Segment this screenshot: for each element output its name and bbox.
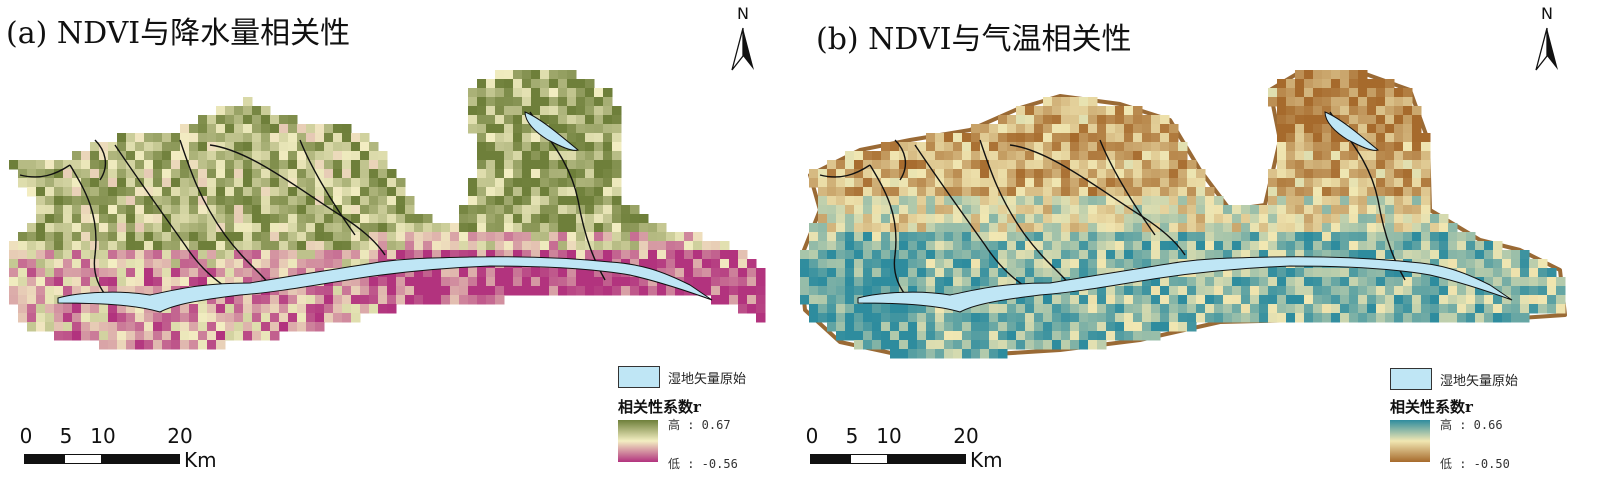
map-title-b: (b) NDVI与气温相关性 [816, 22, 1132, 57]
north-label: N [737, 4, 749, 23]
legend-low-label: 低 : -0.50 [1440, 457, 1510, 471]
wetland-swatch [618, 366, 660, 388]
correlation-map-b [800, 70, 1567, 359]
scale-segment [102, 454, 180, 464]
wetland-polygon [57, 111, 713, 313]
color-ramp [1390, 420, 1430, 462]
legend-high-label: 高 : 0.66 [1440, 418, 1503, 432]
scale-unit: Km [184, 448, 217, 472]
scale-segment [888, 454, 966, 464]
scale-tick: 10 [876, 424, 902, 448]
raster-cells [9, 70, 766, 350]
scale-tick: 0 [805, 424, 819, 448]
scale-tick: 5 [845, 424, 859, 448]
north-label: N [1541, 4, 1553, 23]
color-ramp [618, 420, 658, 462]
legend-title: 相关性系数r [1390, 398, 1473, 416]
scale-segment [810, 454, 850, 464]
scale-segment [64, 454, 102, 464]
legend-low-label: 低 : -0.56 [668, 457, 738, 471]
north-arrow-icon: N [1532, 4, 1562, 72]
wetland-polygon [857, 111, 1513, 313]
scale-tick: 20 [953, 424, 979, 448]
scale-unit: Km [970, 448, 1003, 472]
legend-high-label: 高 : 0.67 [668, 418, 731, 432]
wetland-legend-label: 湿地矢量原始 [1440, 373, 1519, 389]
scale-segment [850, 454, 888, 464]
correlation-map-a [9, 70, 766, 350]
wetland-swatch [1390, 368, 1432, 390]
scale-tick: 5 [59, 424, 73, 448]
scale-tick: 10 [90, 424, 116, 448]
scale-bar: 0 5 10 20 Km [805, 424, 1018, 474]
legend-title: 相关性系数r [618, 398, 701, 416]
scale-tick: 20 [167, 424, 193, 448]
scale-tick: 0 [19, 424, 33, 448]
river-network [819, 111, 1406, 301]
map-panel-a: (a) NDVI与降水量相关性 N 湿地矢量原始 相关性系数r 高 : 0.67… [6, 4, 766, 474]
wetland-legend: 湿地矢量原始 [1390, 368, 1518, 390]
map-panel-b: (b) NDVI与气温相关性 N 湿地矢量原始 相关性系数r 高 : 0.66 … [800, 0, 1600, 488]
wetland-legend: 湿地矢量原始 [618, 366, 746, 388]
raster-cells [800, 70, 1566, 359]
wetland-legend-label: 湿地矢量原始 [668, 371, 747, 387]
scale-segment [24, 454, 64, 464]
map-title-a: (a) NDVI与降水量相关性 [6, 16, 351, 51]
scale-bar: 0 5 10 20 Km [19, 424, 232, 474]
north-arrow-icon: N [728, 4, 758, 72]
